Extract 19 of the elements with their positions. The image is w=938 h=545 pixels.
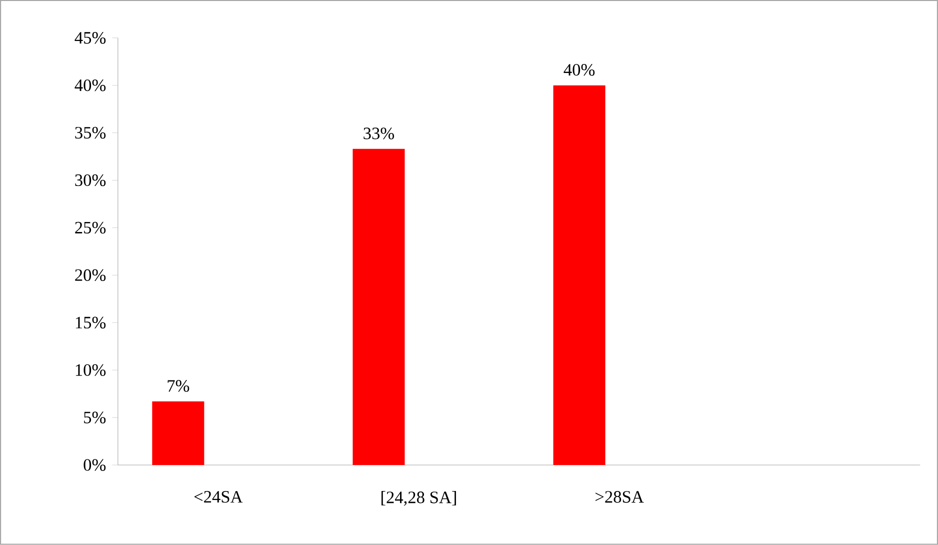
bar bbox=[352, 148, 405, 466]
y-tick-label: 0% bbox=[84, 459, 106, 471]
bar bbox=[152, 401, 204, 466]
data-label: 33% bbox=[364, 128, 394, 140]
y-tick-label: 10% bbox=[76, 364, 106, 376]
data-label: 7% bbox=[168, 380, 190, 392]
y-tick-label: 15% bbox=[76, 316, 106, 329]
data-label: 40% bbox=[564, 64, 595, 76]
y-tick-label: 45% bbox=[74, 32, 106, 44]
y-tick-label: 5% bbox=[84, 412, 106, 424]
y-tick-label: 35% bbox=[75, 126, 106, 139]
bar bbox=[553, 85, 606, 466]
y-tick-label: 20% bbox=[75, 269, 106, 282]
x-tick-label: [24,28 SA] bbox=[382, 491, 456, 506]
x-tick-label: >28SA bbox=[596, 491, 644, 503]
y-tick-label: 30% bbox=[75, 174, 106, 186]
y-tick-label: 25% bbox=[75, 222, 106, 234]
y-tick-label: 40% bbox=[74, 80, 106, 92]
x-tick-label: <24SA bbox=[194, 491, 243, 503]
